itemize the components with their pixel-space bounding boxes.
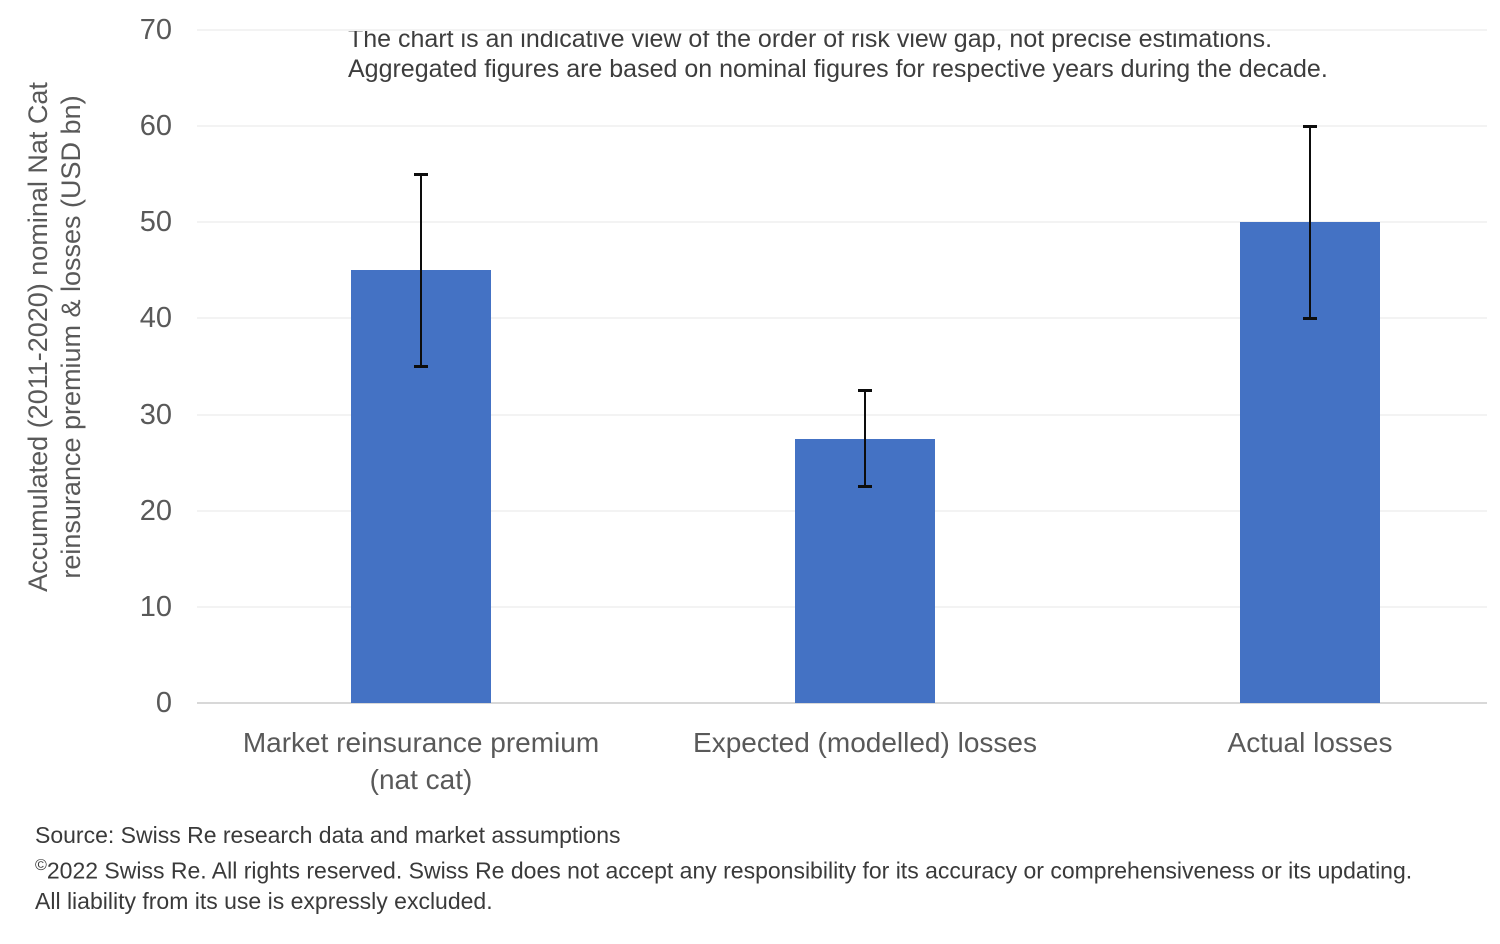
- error-bar-cap-top: [1303, 124, 1317, 128]
- liability-note: All liability from its use is expressly …: [35, 887, 493, 914]
- error-bar-cap-bottom: [1303, 316, 1317, 320]
- x-category-label: Expected (modelled) losses: [635, 724, 1095, 761]
- error-bar-line: [863, 390, 867, 487]
- y-tick-label: 50: [139, 206, 172, 239]
- error-bar-cap-bottom: [858, 485, 872, 489]
- x-axis-line: [197, 702, 1487, 704]
- y-tick-label: 70: [139, 14, 172, 46]
- x-category-label: Market reinsurance premium (nat cat): [191, 724, 651, 798]
- gridline-50: [197, 221, 1487, 224]
- error-bar-cap-top: [858, 389, 872, 393]
- copyright-text: 2022 Swiss Re. All rights reserved. Swis…: [46, 857, 1413, 884]
- gridline-60: [197, 125, 1487, 128]
- x-category-label-line: Market reinsurance premium: [242, 727, 600, 758]
- source-note: Source: Swiss Re research data and marke…: [35, 822, 621, 848]
- error-bar-line: [419, 174, 423, 367]
- x-category-label-line: Actual losses: [1227, 727, 1393, 758]
- error-bar-line: [1308, 126, 1312, 319]
- copyright-symbol: ©: [35, 856, 47, 874]
- x-category-label: Actual losses: [1080, 724, 1500, 761]
- error-bar-cap-bottom: [414, 365, 428, 368]
- y-axis-title-line2: reinsurance premium & losses (USD bn): [56, 95, 86, 579]
- gridline-40: [197, 317, 1487, 320]
- x-category-label-line: (nat cat): [369, 764, 473, 795]
- y-tick-label: 40: [139, 302, 172, 335]
- y-tick-label: 0: [155, 687, 172, 719]
- y-tick-label: 20: [139, 494, 172, 527]
- error-bar-cap-top: [414, 172, 428, 176]
- y-tick-label: 30: [139, 398, 172, 431]
- y-axis-title: Accumulated (2011-2020) nominal Nat Cat …: [22, 37, 88, 637]
- gridline-70: [197, 29, 1487, 31]
- x-category-label-line: Expected (modelled) losses: [693, 727, 1037, 758]
- gridline-30: [197, 413, 1487, 416]
- y-tick-label: 10: [139, 590, 172, 623]
- annotation-line2: Aggregated figures are based on nominal …: [348, 55, 1328, 83]
- footer: Source: Swiss Re research data and marke…: [35, 820, 1412, 916]
- y-tick-label: 60: [139, 110, 172, 143]
- chart-annotation: The chart is an indicative view of the o…: [348, 24, 1328, 84]
- y-axis-title-line1: Accumulated (2011-2020) nominal Nat Cat: [23, 82, 53, 592]
- copyright-note: ©2022 Swiss Re. All rights reserved. Swi…: [35, 850, 1412, 886]
